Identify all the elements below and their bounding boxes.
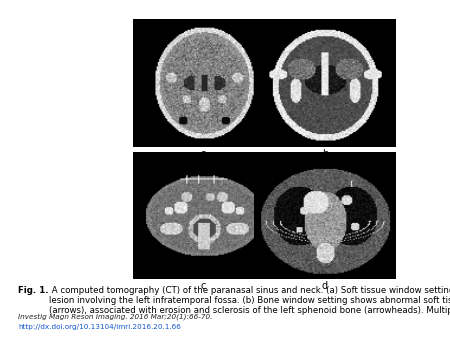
Text: http://dx.doi.org/10.13104/imri.2016.20.1.66: http://dx.doi.org/10.13104/imri.2016.20.… bbox=[18, 324, 181, 330]
Text: d: d bbox=[322, 281, 328, 291]
Text: Investig Magn Reson Imaging. 2016 Mar;20(1):66-70.: Investig Magn Reson Imaging. 2016 Mar;20… bbox=[18, 314, 212, 320]
Text: A computed tomography (CT) of the paranasal sinus and neck. (a) Soft tissue wind: A computed tomography (CT) of the parana… bbox=[49, 286, 450, 315]
Text: Fig. 1.: Fig. 1. bbox=[18, 286, 49, 295]
Text: c: c bbox=[201, 281, 206, 291]
Text: a: a bbox=[201, 149, 207, 160]
Text: b: b bbox=[322, 149, 328, 160]
